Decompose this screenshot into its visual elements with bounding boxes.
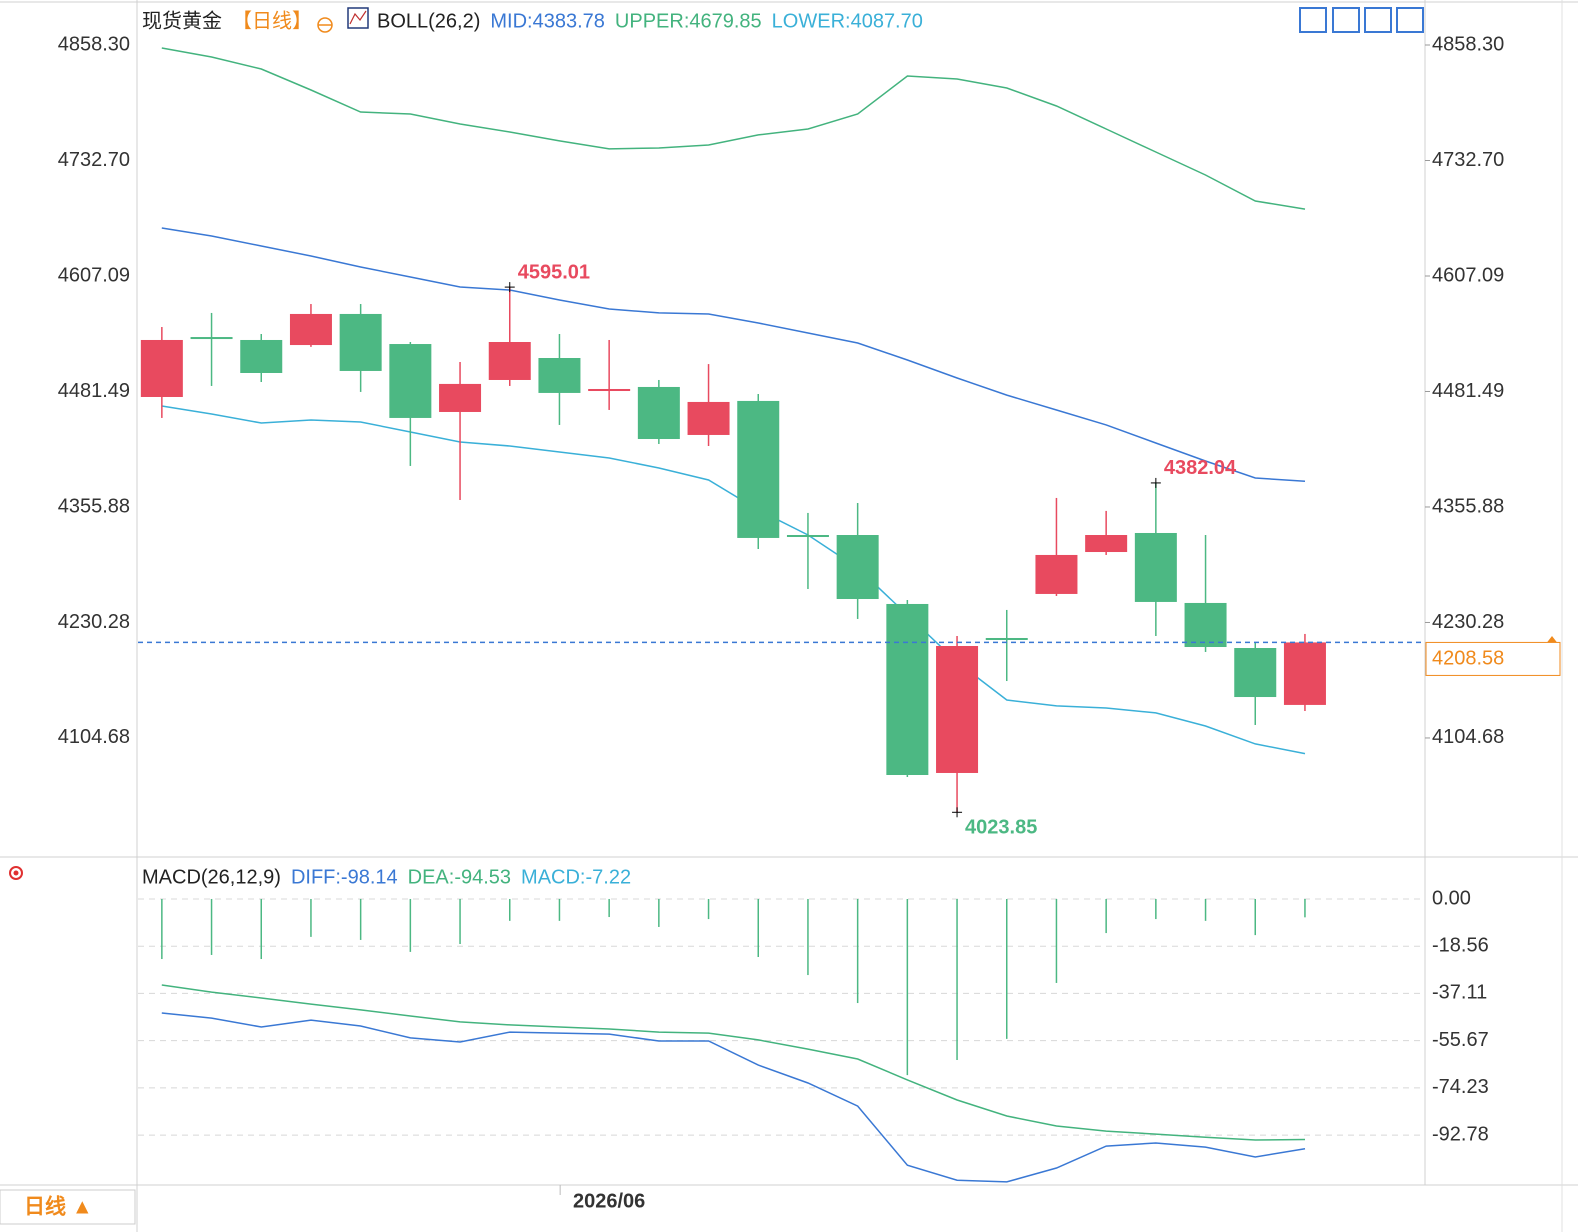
period: 【日线】 xyxy=(232,9,312,32)
macd-settings-icon[interactable] xyxy=(9,866,23,880)
candle-body xyxy=(488,342,531,380)
y-tick-label-right: -74.23 xyxy=(1432,1076,1489,1098)
y-tick-label-right: -37.11 xyxy=(1432,982,1487,1004)
low-label: 4023.85 xyxy=(965,817,1037,839)
candle-body xyxy=(140,339,183,397)
period-button[interactable] xyxy=(0,1189,136,1225)
candle-body xyxy=(985,637,1028,641)
icon-ring[interactable] xyxy=(9,866,23,880)
candle-body xyxy=(538,358,581,393)
indicator: BOLL(26,2) xyxy=(377,10,480,32)
indicator-value: DEA:-94.53 xyxy=(408,866,511,888)
y-tick-label-right: 4607.09 xyxy=(1432,264,1504,286)
indicator-value: MID:4383.78 xyxy=(490,10,605,32)
candle-body xyxy=(637,386,680,440)
icon-dot[interactable] xyxy=(13,870,19,876)
candle-body xyxy=(1085,535,1128,553)
y-tick-label-right: -55.67 xyxy=(1432,1029,1489,1051)
candle-body xyxy=(439,383,482,412)
y-tick-label: 4732.70 xyxy=(58,149,130,171)
tool-icon[interactable] xyxy=(1332,7,1360,33)
candle-body xyxy=(936,645,979,773)
indicator-line xyxy=(161,1012,1306,1183)
candle-body xyxy=(1134,532,1177,602)
indicator-value: LOWER:4087.70 xyxy=(772,10,923,32)
tool-icon[interactable] xyxy=(1299,7,1327,33)
indicator-icon xyxy=(349,10,367,25)
y-tick-label: 4230.28 xyxy=(58,611,130,633)
candle-body xyxy=(737,400,780,538)
y-tick-label: 4607.09 xyxy=(58,264,130,286)
high-label: 4595.01 xyxy=(518,261,590,283)
candle-body xyxy=(339,313,382,371)
y-tick-label: 4481.49 xyxy=(58,380,130,402)
indicator-value: MACD:-7.22 xyxy=(521,866,631,888)
tool-icon[interactable] xyxy=(1364,7,1392,33)
y-tick-label: 4355.88 xyxy=(58,495,130,517)
high-label: 4382.04 xyxy=(1164,457,1237,479)
y-tick-label-right: 4858.30 xyxy=(1432,33,1504,55)
candle-body xyxy=(836,535,879,600)
title: 现货黄金 xyxy=(142,9,222,32)
candle-body xyxy=(1184,602,1227,648)
y-tick-label-right: 4230.28 xyxy=(1432,611,1504,633)
indicator-line xyxy=(161,405,1306,755)
last-price-label: 4208.58 xyxy=(1432,648,1504,670)
period-button-label[interactable]: 日线 ▲ xyxy=(24,1195,93,1219)
candle-body xyxy=(190,337,233,340)
x-tick-label: 2026/06 xyxy=(573,1190,645,1212)
indicator-line xyxy=(161,227,1306,483)
y-tick-label-right: 4104.68 xyxy=(1432,726,1504,748)
candle-body xyxy=(1234,648,1277,698)
candle-body xyxy=(240,339,283,373)
y-tick-label: 4858.30 xyxy=(58,33,130,55)
candle-body xyxy=(1283,642,1326,705)
candle-body xyxy=(786,535,829,538)
candle-body xyxy=(389,344,432,418)
tool-icon[interactable] xyxy=(1396,7,1424,33)
y-tick-label-right: -18.56 xyxy=(1432,934,1489,956)
indicator-value: DIFF:-98.14 xyxy=(291,866,398,888)
toolbar-icons[interactable] xyxy=(1299,7,1424,33)
y-tick-label-right: 4732.70 xyxy=(1432,149,1504,171)
y-tick-label: 4104.68 xyxy=(58,726,130,748)
candle-body xyxy=(588,388,631,392)
y-tick-label-right: 4355.88 xyxy=(1432,495,1504,517)
candle-body xyxy=(886,603,929,776)
indicator-line xyxy=(161,47,1306,210)
y-tick-label-right: 4481.49 xyxy=(1432,380,1504,402)
y-tick-label-right: -92.78 xyxy=(1432,1123,1489,1145)
candle-body xyxy=(687,401,730,435)
indicator-line xyxy=(161,984,1306,1141)
y-tick-label-right: 0.00 xyxy=(1432,887,1471,909)
candle-body xyxy=(1035,554,1078,594)
title: MACD(26,12,9) xyxy=(142,866,281,888)
last-price-box xyxy=(1425,641,1561,676)
candle-body xyxy=(289,313,332,346)
indicator-value: UPPER:4679.85 xyxy=(615,10,762,32)
